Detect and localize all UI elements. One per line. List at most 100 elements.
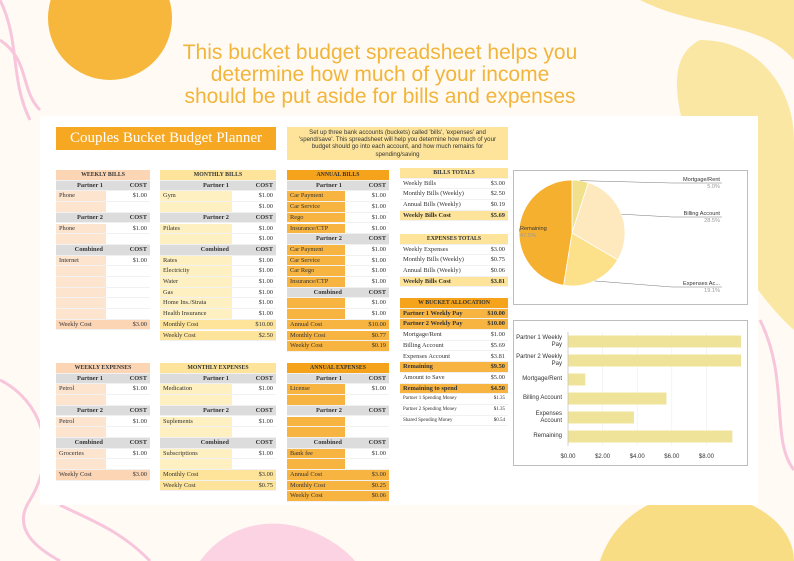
table-title: MONTHLY EXPENSES: [160, 363, 276, 374]
table-row: $1.00: [160, 202, 276, 213]
cell-value: $1.00: [345, 223, 389, 234]
table-row: Weekly Expenses $3.00: [400, 244, 508, 256]
table-row: Annual Bills (Weekly) $0.06: [400, 266, 508, 277]
swirl: [0, 0, 42, 121]
cell-value: $10.00: [468, 308, 508, 319]
table-row: $1.00: [287, 298, 389, 310]
cell-value: $5.69: [468, 340, 508, 351]
cell-value: COST: [232, 244, 276, 255]
cell-label: Monthly Cost: [160, 319, 232, 330]
table-title-text: MONTHLY BILLS: [193, 172, 243, 178]
cell-label: Billing Account: [400, 340, 468, 351]
cell-value: [345, 416, 389, 427]
table-row: Insurance/CTP $1.00: [287, 277, 389, 288]
table-row: Remaining $9.50: [400, 362, 508, 373]
cell-label: Partner 1: [160, 373, 232, 384]
cell-label: [287, 309, 345, 319]
table-row: Billing Account $5.69: [400, 340, 508, 352]
cell-label: Partner 2 Spending Money: [400, 405, 468, 415]
table-subheader: Partner 2 COST: [287, 405, 389, 417]
cell-value: [106, 202, 150, 212]
y-tick-label: Remaining: [533, 433, 562, 440]
cell-label: [56, 234, 106, 244]
table-row: Phone $1.00: [56, 191, 150, 203]
table-row: [56, 287, 150, 299]
cell-value: $1.00: [345, 266, 389, 276]
cell-value: $0.75: [468, 255, 508, 266]
table-row: Annual Cost $10.00: [287, 319, 389, 331]
table-subheader: Combined COST: [160, 244, 276, 256]
table-row: Weekly Cost $3.00: [56, 319, 150, 331]
table-row: Pilates $1.00: [160, 223, 276, 235]
cell-value: COST: [232, 405, 276, 416]
cell-value: $1.00: [232, 266, 276, 276]
table-row: Gas $1.00: [160, 287, 276, 299]
cell-label: Combined: [160, 244, 232, 255]
table-title: ANNUAL BILLS: [287, 170, 389, 181]
bar: [568, 354, 741, 367]
table-title-text: ANNUAL EXPENSES: [310, 365, 366, 371]
y-tick-label: Partner 1 Weekly Pay: [516, 335, 562, 348]
table-row: [287, 395, 389, 406]
cell-label: Partner 1 Spending Money: [400, 394, 468, 404]
cell-label: Annual Cost: [287, 470, 345, 480]
table-title: WEEKLY BILLS: [56, 170, 150, 181]
y-tick-label: Expenses Account: [535, 411, 562, 424]
table-subheader: Partner 2 COST: [56, 212, 150, 224]
table-row: Bank fee $1.00: [287, 448, 389, 460]
cell-value: $1.00: [345, 448, 389, 459]
cell-label: Combined: [287, 287, 345, 298]
cell-label: Monthly Bills (Weekly): [400, 189, 468, 200]
cell-value: $1.00: [232, 191, 276, 202]
cell-label: [56, 395, 106, 405]
description: Set up three bank accounts (buckets) cal…: [287, 127, 508, 160]
cell-value: [345, 395, 389, 405]
y-tick-label: Billing Account: [522, 395, 562, 402]
cell-value: $1.00: [345, 298, 389, 309]
cell-value: COST: [106, 437, 150, 448]
cell-value: $3.81: [468, 276, 508, 287]
cell-label: Weekly Cost: [56, 319, 106, 330]
bar: [568, 411, 634, 424]
cell-label: Car Payment: [287, 191, 345, 202]
table-title: EXPENSES TOTALS: [400, 234, 508, 245]
table-subheader: Combined COST: [56, 244, 150, 256]
cell-label: Combined: [56, 437, 106, 448]
table-row: Annual Cost $3.00: [287, 470, 389, 481]
cell-value: $3.81: [468, 351, 508, 362]
cell-value: $0.75: [232, 480, 276, 491]
pie-value-label: 5.0%: [707, 184, 720, 190]
cell-label: Combined: [56, 244, 106, 255]
table-row: Partner 2 Spending Money $1.35: [400, 405, 508, 416]
table-subheader: Partner 1 COST: [287, 180, 389, 192]
table-row: Partner 1 Weekly Pay $10.00: [400, 308, 508, 320]
table-row: Health Insurance $1.00: [160, 309, 276, 320]
cell-value: COST: [232, 212, 276, 223]
cell-label: Weekly Cost: [56, 470, 106, 480]
table-row: Electricity $1.00: [160, 266, 276, 277]
bar: [568, 373, 586, 386]
cell-label: Expenses Account: [400, 351, 468, 362]
cell-label: Mortgage/Rent: [400, 330, 468, 340]
table-title-text: ANNUAL BILLS: [316, 172, 360, 178]
table-subheader: Combined COST: [160, 437, 276, 449]
pie-slice: [563, 232, 619, 287]
cell-label: [287, 427, 345, 437]
blob: [640, 0, 794, 60]
cell-value: $0.77: [345, 330, 389, 341]
cell-value: $1.00: [345, 309, 389, 319]
cell-value: $10.00: [232, 319, 276, 330]
cell-label: Medication: [160, 384, 232, 395]
table-row: [56, 202, 150, 213]
cell-label: Annual Cost: [287, 319, 345, 330]
cell-value: [106, 234, 150, 244]
cell-label: Weekly Bills Cost: [400, 276, 468, 287]
cell-label: Pilates: [160, 223, 232, 234]
table-row: Amount to Save $5.00: [400, 372, 508, 384]
cell-label: Combined: [160, 437, 232, 448]
table-row: Monthly Cost $10.00: [160, 319, 276, 331]
cell-value: $9.50: [468, 362, 508, 372]
table-row: [160, 459, 276, 470]
table-title: BILLS TOTALS: [400, 168, 508, 179]
blob: [48, 0, 172, 80]
